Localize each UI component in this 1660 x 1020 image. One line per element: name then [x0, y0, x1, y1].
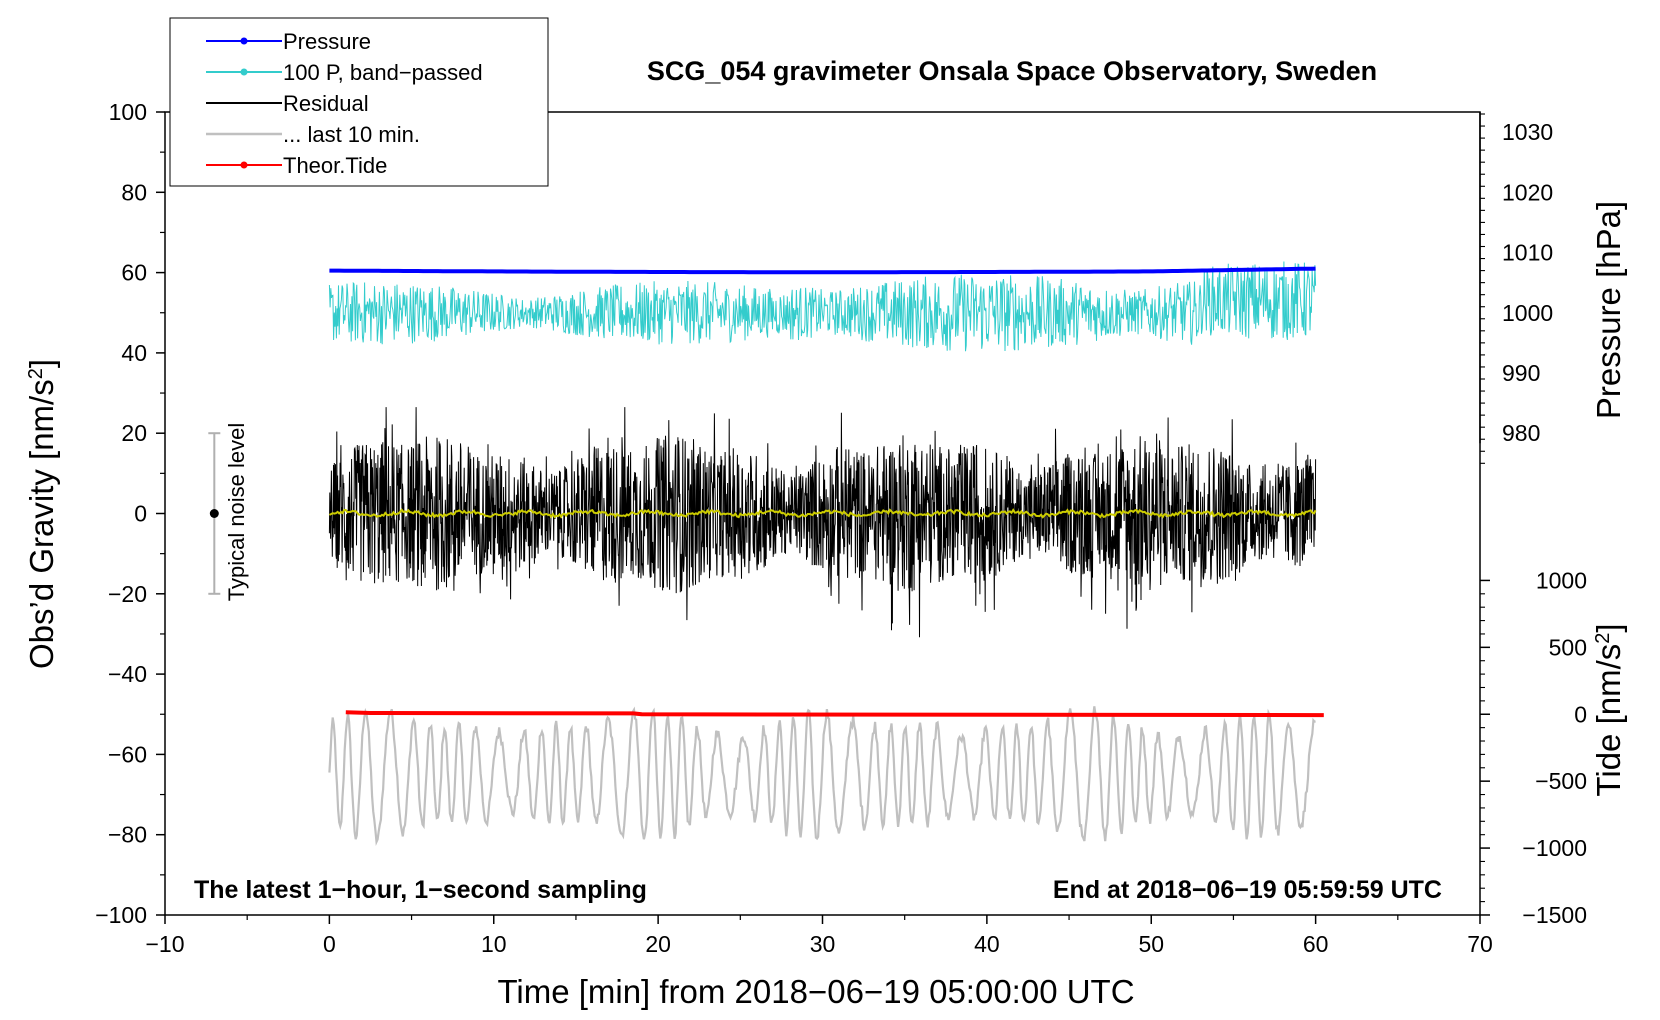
series-pressure	[329, 266, 1316, 275]
tide-tick-label: −1000	[1522, 835, 1587, 861]
noise-level-label: Typical noise level	[224, 423, 249, 602]
legend-box	[169, 17, 549, 187]
legend-marker	[240, 161, 248, 169]
y-axis-title-tide-main: Tide [nm/s	[1590, 644, 1627, 797]
series-theor-tide	[345, 710, 1324, 718]
tide-tick-label: −500	[1535, 768, 1587, 794]
y-axis-title-left-main: Obs’d Gravity [nm/s	[23, 379, 60, 669]
legend-marker	[240, 37, 248, 45]
pressure-tick-label: 1030	[1502, 119, 1553, 145]
pressure-tick-label: 1000	[1502, 300, 1553, 326]
x-tick-label: −10	[145, 931, 184, 957]
y-axis-title-pressure: Pressure [hPa]	[1590, 201, 1627, 419]
legend-label: ... last 10 min.	[283, 122, 420, 147]
y-left-tick-label: 100	[109, 99, 147, 125]
series-layer	[208, 261, 1324, 846]
legend-label: 100 P, band−passed	[283, 60, 483, 85]
annotation-bottom-left: The latest 1−hour, 1−second sampling	[194, 876, 647, 904]
y-left-tick-label: −20	[108, 581, 147, 607]
noise-center-dot	[209, 509, 219, 518]
pressure-tick-label: 990	[1502, 360, 1540, 386]
tide-tick-label: −1500	[1522, 902, 1587, 928]
x-tick-label: 50	[1138, 931, 1164, 957]
y-axis-title-left: Obs’d Gravity [nm/s2]	[23, 359, 60, 669]
text-layer: SCG_054 gravimeter Onsala Space Observat…	[23, 56, 1627, 1010]
x-tick-label: 10	[481, 931, 507, 957]
x-tick-label: 70	[1467, 931, 1493, 957]
y-axis-title-left-tail: ]	[23, 359, 60, 368]
pressure-tick-label: 1010	[1502, 240, 1553, 266]
y-axis-title-tide: Tide [nm/s2]	[1590, 623, 1627, 796]
pressure-tick-label: 1020	[1502, 179, 1553, 205]
legend-label: Pressure	[283, 29, 371, 54]
y-axis-title-tide-sup: 2	[1592, 633, 1614, 644]
y-axis-title-left-sup: 2	[25, 368, 47, 379]
y-axis-title-tide-tail: ]	[1590, 623, 1627, 632]
y-left-tick-label: −100	[95, 902, 147, 928]
axes-layer: −10 0 10 20 30 40 50 60 70−100−80−60−40−20020406…	[95, 99, 1587, 957]
series-band-passed	[328, 261, 1317, 352]
y-left-tick-label: −60	[108, 741, 147, 767]
tide-tick-label: 500	[1549, 634, 1587, 660]
annotation-bottom-right: End at 2018−06−19 05:59:59 UTC	[1053, 876, 1442, 904]
y-left-tick-label: 20	[121, 420, 147, 446]
y-left-tick-label: 80	[121, 179, 147, 205]
x-tick-label: 20	[645, 931, 671, 957]
y-left-tick-label: 0	[134, 501, 147, 527]
x-tick-label: 60	[1303, 931, 1329, 957]
y-left-tick-label: 40	[121, 340, 147, 366]
legend-label: Residual	[283, 91, 369, 116]
x-tick-label: 0	[323, 931, 336, 957]
chart-title: SCG_054 gravimeter Onsala Space Observat…	[647, 56, 1377, 86]
x-tick-label: 30	[810, 931, 836, 957]
legend-marker	[240, 68, 248, 76]
x-tick-label: 40	[974, 931, 1000, 957]
pressure-tick-label: 980	[1502, 420, 1540, 446]
y-left-tick-label: −40	[108, 661, 147, 687]
series-residual-smoothed	[328, 508, 1317, 519]
tide-tick-label: 0	[1574, 701, 1587, 727]
series-last-10-min	[328, 706, 1316, 846]
tide-tick-label: 1000	[1536, 567, 1587, 593]
y-left-tick-label: −80	[108, 822, 147, 848]
y-left-tick-label: 60	[121, 260, 147, 286]
legend: Pressure 100 P, band−passed Residual ... la…	[169, 17, 549, 187]
series-residual	[328, 407, 1317, 638]
legend-label: Theor.Tide	[283, 153, 387, 178]
x-axis-title: Time [min] from 2018−06−19 05:00:00 UTC	[497, 973, 1134, 1010]
